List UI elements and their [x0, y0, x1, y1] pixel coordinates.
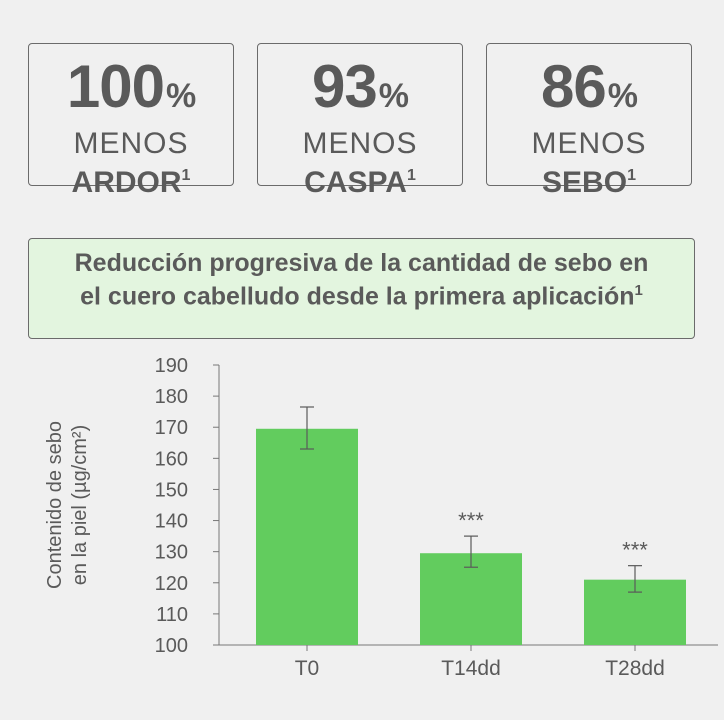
stat-box-caspa: 93% MENOS CASPA1: [257, 43, 463, 199]
stat-box-sebo: 86% MENOS SEBO1: [486, 43, 692, 199]
y-tick-label: 100: [155, 635, 188, 657]
x-tick-label: T28dd: [605, 657, 665, 680]
bar: [256, 428, 358, 645]
significance-label: ***: [622, 538, 648, 563]
y-tick-label: 120: [155, 573, 188, 595]
y-axis-label-line2: en la piel (µg/cm²): [69, 425, 91, 585]
stat-value: 86%: [541, 53, 638, 120]
bar-chart-svg: Contenido de sebo en la piel (µg/cm²) 10…: [44, 355, 718, 680]
stat-label-line2: CASPA1: [304, 166, 416, 199]
chart-title: Reducción progresiva de la cantidad de s…: [74, 249, 649, 311]
bar-chart: Contenido de sebo en la piel (µg/cm²) 10…: [0, 340, 724, 715]
y-tick-label: 130: [155, 542, 188, 564]
stat-value: 93%: [312, 53, 409, 120]
bar: [420, 553, 522, 645]
stat-box-ardor: 100% MENOS ARDOR1: [28, 43, 234, 199]
y-tick-label: 150: [155, 479, 188, 501]
stat-label-line2: ARDOR1: [71, 166, 191, 199]
y-tick-label: 170: [155, 417, 188, 439]
significance-label: ***: [458, 508, 484, 533]
x-tick-label: T0: [295, 657, 320, 680]
x-tick-label: T14dd: [441, 657, 501, 680]
stat-label-line2: SEBO1: [542, 166, 636, 199]
stat-label-line1: MENOS: [531, 127, 647, 160]
y-tick-label: 110: [156, 604, 188, 626]
stat-label-line1: MENOS: [73, 127, 189, 160]
chart-title-banner: Reducción progresiva de la cantidad de s…: [28, 238, 695, 339]
y-axis-label-line1: Contenido de sebo: [44, 421, 66, 589]
stat-label-line1: MENOS: [302, 127, 418, 160]
y-tick-label: 180: [155, 386, 188, 408]
y-tick-label: 190: [155, 355, 188, 377]
stat-value: 100%: [66, 53, 196, 120]
y-tick-label: 140: [155, 511, 188, 533]
y-tick-label: 160: [155, 448, 188, 470]
